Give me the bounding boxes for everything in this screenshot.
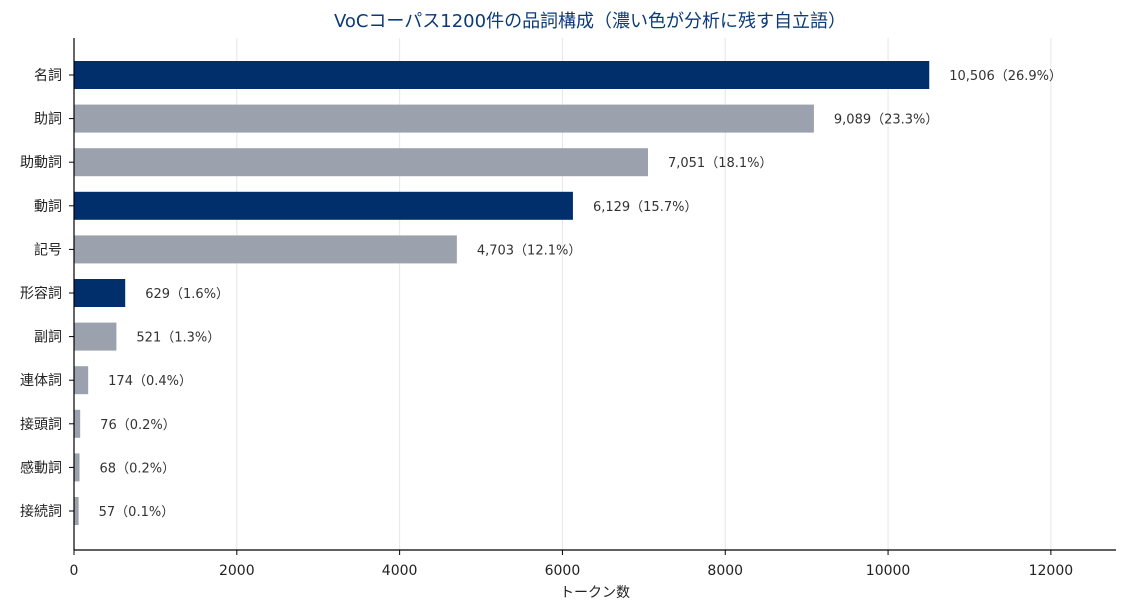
bar [74,453,80,482]
x-tick-label: 10000 [866,563,911,579]
bars [74,61,930,525]
category-label: 感動詞 [20,459,62,476]
category-label: 助動詞 [20,155,62,171]
category-label: 連体詞 [20,373,62,389]
bar [74,497,79,525]
x-tick-label: 12000 [1029,563,1074,579]
bar [74,279,126,307]
bar [74,104,814,133]
x-tick-label: 6000 [545,563,581,579]
data-labels: 10,506（26.9%） 9,089（23.3%） 7,051（18.1%） 6,1… [99,69,1062,520]
category-label: 記号 [34,241,62,258]
bar [74,191,573,220]
category-label: 接頭詞 [20,416,62,433]
bar [74,61,930,89]
x-axis-title: トークン数 [560,585,630,601]
category-label: 動詞 [34,199,62,215]
data-label: 521（1.3%） [136,331,220,346]
data-label: 6,129（15.7%） [593,200,698,215]
chart-title: VoCコーパス1200件の品詞構成（濃い色が分析に残す自立語） [334,11,846,32]
category-label: 形容詞 [20,285,62,302]
x-tick-label: 2000 [219,563,255,579]
bar [74,322,117,351]
data-label: 9,089（23.3%） [834,113,939,128]
data-label: 174（0.4%） [108,374,192,389]
x-tick-label: 4000 [382,563,418,579]
bar [74,235,457,264]
data-label: 629（1.6%） [145,287,229,302]
x-tick-labels: 0 2000 4000 6000 8000 10000 12000 [70,550,1074,579]
x-tick-label: 8000 [707,563,743,579]
bar [74,148,648,177]
category-label: 助詞 [34,112,62,128]
data-label: 7,051（18.1%） [668,156,773,171]
data-label: 76（0.2%） [100,418,176,433]
x-tick-label: 0 [70,563,79,579]
category-label: 副詞 [34,330,62,346]
data-label: 68（0.2%） [100,461,176,476]
bar [74,409,81,438]
data-label: 57（0.1%） [99,505,175,520]
data-label: 10,506（26.9%） [949,69,1062,84]
category-label: 名詞 [34,68,62,84]
category-label: 接続詞 [20,503,62,520]
bar [74,366,89,395]
data-label: 4,703（12.1%） [477,243,582,258]
